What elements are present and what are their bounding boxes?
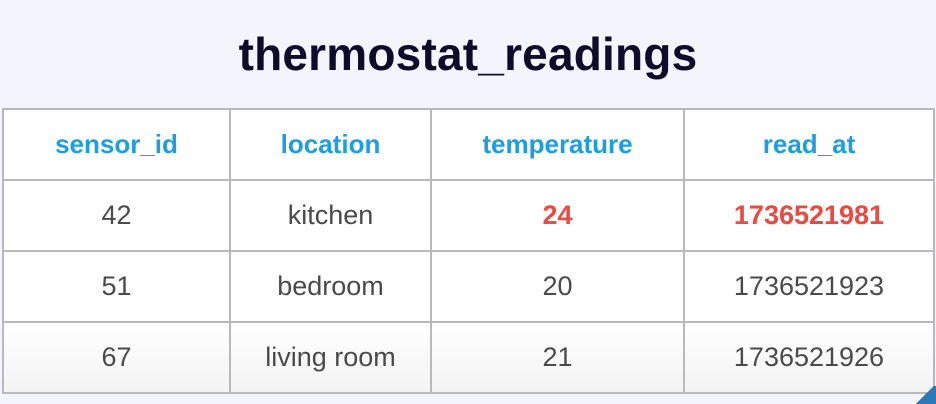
- cell-location: living room: [229, 321, 432, 394]
- cell-read-at: 1736521926: [683, 321, 935, 394]
- table-row: 67 living room 21 1736521926: [2, 321, 935, 394]
- cell-temperature-highlighted: 24: [430, 179, 685, 252]
- cell-location: kitchen: [229, 179, 432, 252]
- table-title: thermostat_readings: [238, 28, 698, 80]
- table-row: 42 kitchen 24 1736521981: [2, 179, 935, 252]
- corner-decoration: [914, 386, 936, 404]
- cell-location: bedroom: [229, 250, 432, 323]
- column-header-location: location: [229, 108, 432, 181]
- cell-read-at: 1736521923: [683, 250, 935, 323]
- cell-temperature: 21: [430, 321, 685, 394]
- data-table: sensor_id location temperature read_at 4…: [2, 108, 935, 394]
- cell-sensor-id: 67: [2, 321, 231, 394]
- header-row: sensor_id location temperature read_at: [2, 108, 935, 181]
- column-header-temperature: temperature: [430, 108, 685, 181]
- cell-temperature: 20: [430, 250, 685, 323]
- cell-sensor-id: 51: [2, 250, 231, 323]
- cell-read-at-highlighted: 1736521981: [683, 179, 935, 252]
- cell-sensor-id: 42: [2, 179, 231, 252]
- column-header-read-at: read_at: [683, 108, 935, 181]
- table-row: 51 bedroom 20 1736521923: [2, 250, 935, 323]
- column-header-sensor-id: sensor_id: [2, 108, 231, 181]
